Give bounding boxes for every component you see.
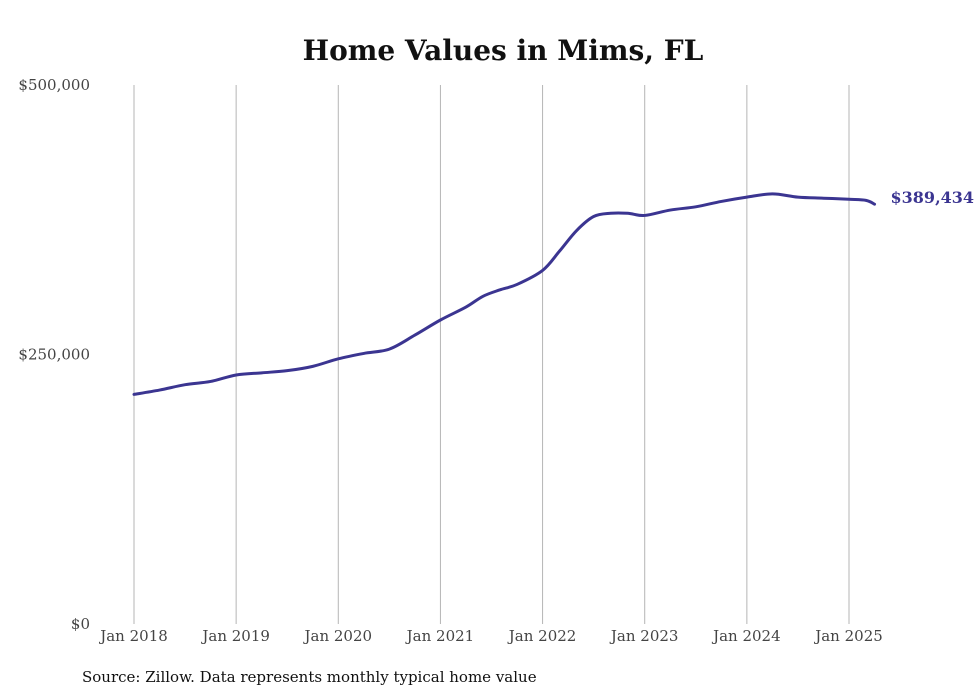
x-tick-label: Jan 2021 — [405, 627, 475, 645]
series-end-label: $389,434 — [891, 188, 975, 207]
series-layer: $389,434 — [132, 188, 975, 396]
x-tick-label: Jan 2025 — [813, 627, 883, 645]
x-tick-label: Jan 2024 — [711, 627, 781, 645]
chart-title: Home Values in Mims, FL — [303, 34, 704, 67]
x-tick-label: Jan 2023 — [609, 627, 679, 645]
x-tick-label: Jan 2022 — [507, 627, 577, 645]
series-line — [132, 192, 877, 396]
x-tick-label: Jan 2020 — [303, 627, 373, 645]
x-tick-label: Jan 2019 — [200, 627, 270, 645]
x-axis-tick-labels: Jan 2018 Jan 2019 Jan 2020 Jan 2021 Jan 2022… — [98, 627, 883, 645]
y-tick-label: $250,000 — [18, 346, 90, 364]
source-note: Source: Zillow. Data represents monthly … — [82, 668, 537, 686]
y-tick-label: $0 — [71, 615, 90, 633]
x-tick-label: Jan 2018 — [98, 627, 168, 645]
y-tick-label: $500,000 — [18, 76, 90, 94]
y-axis-tick-labels: $0 $250,000 $500,000 — [18, 76, 90, 633]
gridlines — [133, 85, 850, 624]
